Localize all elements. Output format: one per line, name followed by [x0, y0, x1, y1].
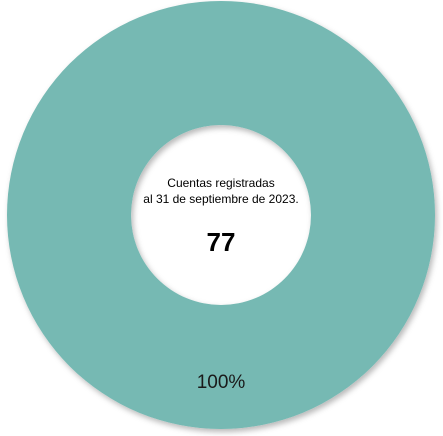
donut-slice-0: [7, 1, 435, 429]
slice-percent-label: 100%: [196, 372, 246, 393]
donut-center-text: Cuentas registradas al 31 de septiembre …: [121, 175, 321, 258]
center-caption-line2: al 31 de septiembre de 2023.: [143, 192, 299, 206]
center-caption-line1: Cuentas registradas: [167, 176, 275, 190]
center-total-value: 77: [206, 227, 236, 257]
